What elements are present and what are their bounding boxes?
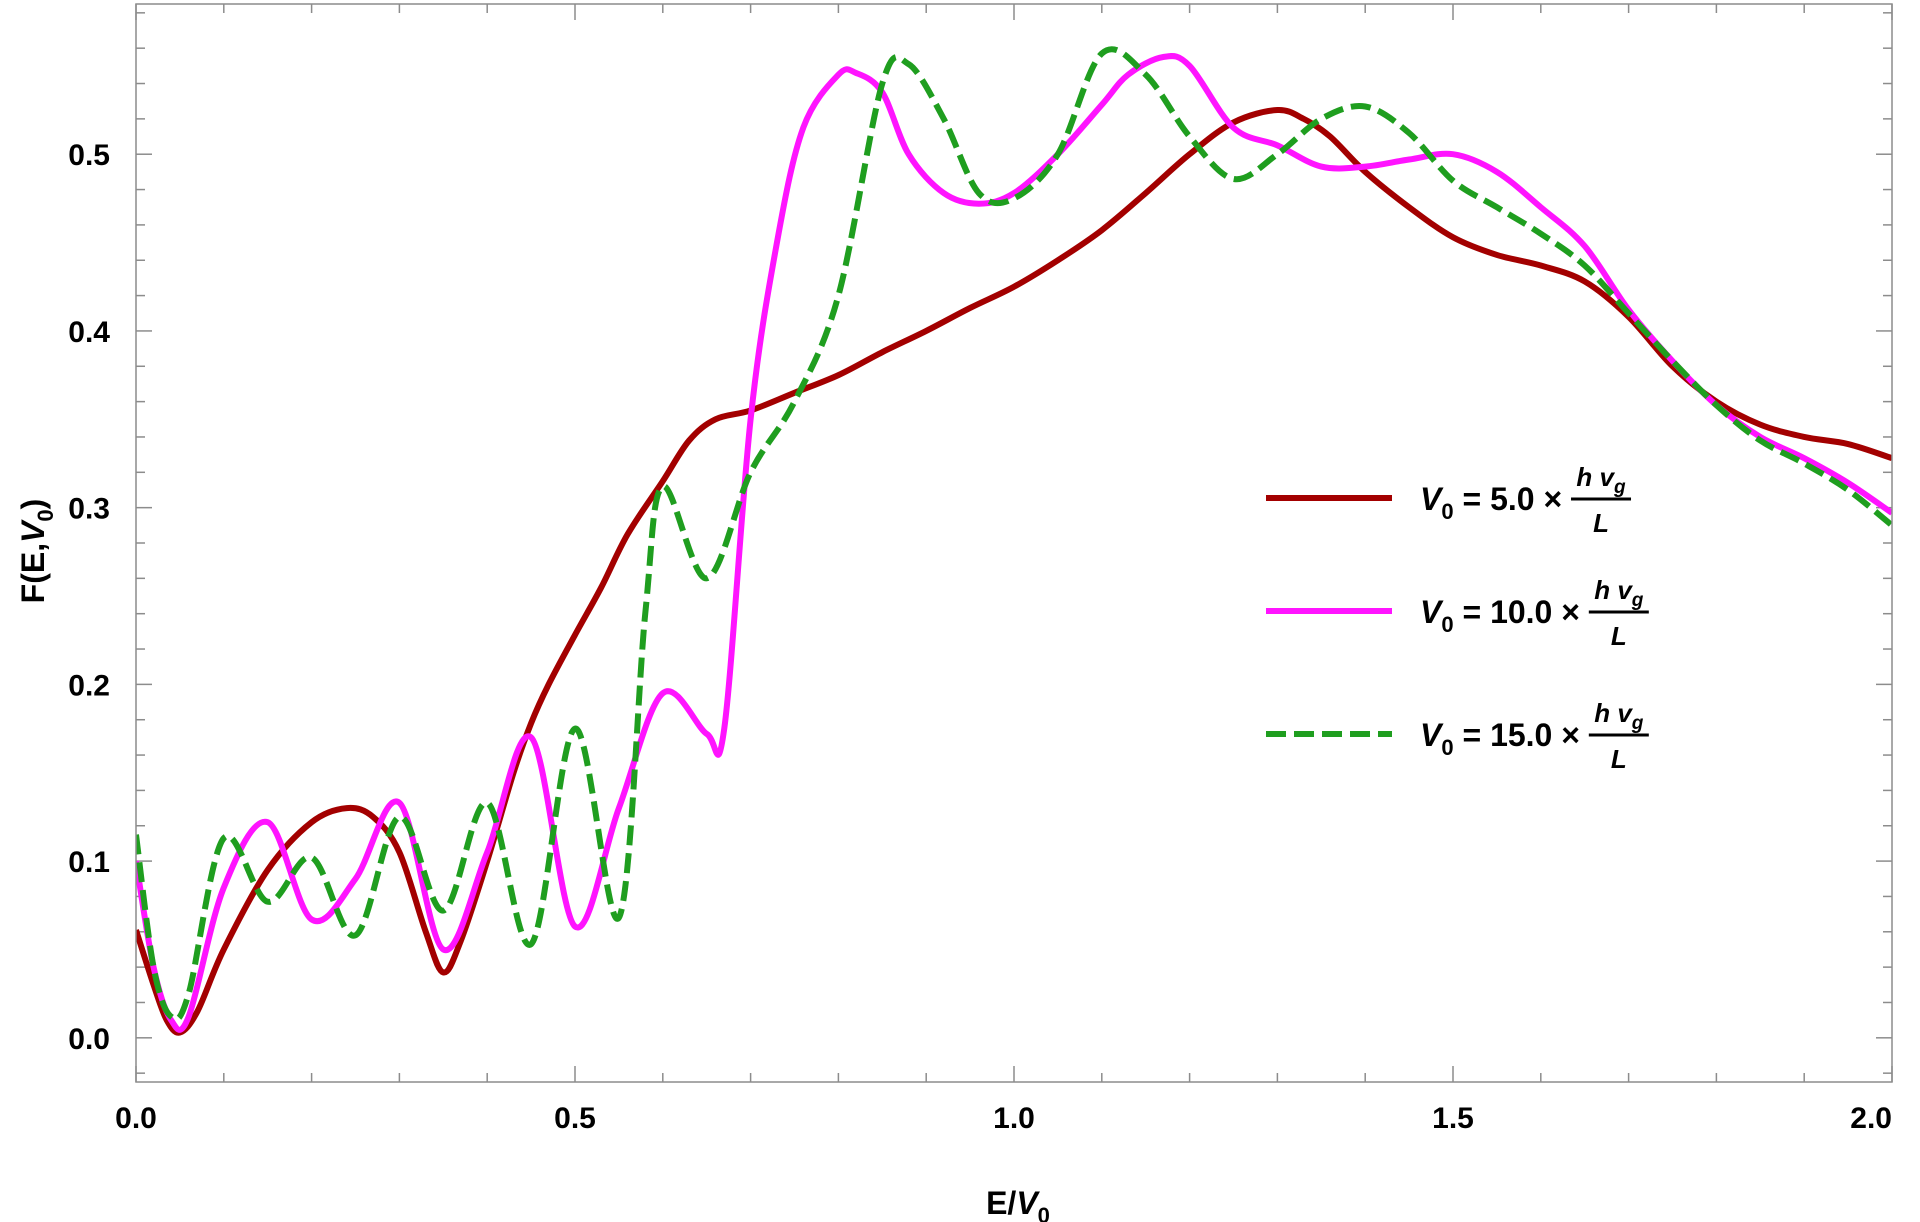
y-axis-label-pre: F(E, bbox=[15, 543, 51, 603]
legend-var: V bbox=[1420, 717, 1444, 753]
legend-text: = 15.0 × bbox=[1454, 717, 1589, 753]
legend-sub: 0 bbox=[1441, 735, 1453, 760]
legend-label: V0 = 15.0 × bbox=[1420, 717, 1589, 760]
y-tick-labels: 0.0 0.1 0.2 0.3 0.4 0.5 bbox=[68, 139, 110, 1056]
legend-frac-numerator: h vg bbox=[1594, 698, 1644, 734]
y-axis-label-var: V bbox=[15, 519, 51, 543]
series-line-v0-5 bbox=[136, 107, 1892, 1036]
y-tick-label: 0.3 bbox=[68, 493, 110, 526]
legend-var: V bbox=[1420, 481, 1444, 517]
y-tick-label: 0.5 bbox=[68, 139, 110, 172]
series-layer bbox=[136, 46, 1892, 1036]
x-tick-labels: 0.0 0.5 1.0 1.5 2.0 bbox=[115, 1102, 1892, 1135]
legend: V0 = 5.0 × h vg L V0 = 10.0 × h vg L V0 … bbox=[1266, 462, 1649, 774]
legend-frac-num: h v bbox=[1594, 698, 1633, 728]
x-axis-label-sub: 0 bbox=[1038, 1203, 1050, 1222]
x-tick-label: 0.0 bbox=[115, 1102, 157, 1135]
x-axis-label-main: E/ bbox=[986, 1185, 1016, 1221]
legend-label: V0 = 10.0 × bbox=[1420, 594, 1589, 637]
y-tick-label: 0.0 bbox=[68, 1023, 110, 1056]
series-line-v0-10 bbox=[136, 53, 1892, 1033]
legend-text: = 5.0 × bbox=[1454, 481, 1571, 517]
legend-frac-numerator: h vg bbox=[1576, 462, 1626, 498]
legend-var: V bbox=[1420, 594, 1444, 630]
x-tick-label: 0.5 bbox=[554, 1102, 596, 1135]
legend-entry-v0-5: V0 = 5.0 × h vg L bbox=[1266, 462, 1632, 538]
y-axis-label: F(E,V0) bbox=[15, 499, 58, 604]
legend-entry-v0-15: V0 = 15.0 × h vg L bbox=[1266, 698, 1649, 774]
x-tick-label: 2.0 bbox=[1850, 1102, 1892, 1135]
plot-frame bbox=[135, 3, 1893, 1083]
legend-frac-num-sub: g bbox=[1631, 590, 1644, 611]
legend-sub: 0 bbox=[1441, 499, 1453, 524]
y-tick-label: 0.4 bbox=[68, 316, 110, 349]
legend-sub: 0 bbox=[1441, 612, 1453, 637]
legend-frac-num: h v bbox=[1576, 462, 1615, 492]
x-tick-label: 1.5 bbox=[1432, 1102, 1474, 1135]
legend-frac-denominator: L bbox=[1611, 621, 1627, 651]
legend-frac-num-sub: g bbox=[1631, 713, 1644, 734]
y-tick-label: 0.2 bbox=[68, 669, 110, 702]
legend-text: = 10.0 × bbox=[1454, 594, 1589, 630]
y-axis-label-post: ) bbox=[15, 499, 51, 510]
legend-frac-num-sub: g bbox=[1613, 477, 1626, 498]
y-axis-label-sub: 0 bbox=[33, 509, 58, 521]
x-axis-label-var: V bbox=[1016, 1185, 1040, 1221]
x-tick-label: 1.0 bbox=[993, 1102, 1035, 1135]
x-axis-label: E/V0 bbox=[986, 1185, 1050, 1222]
legend-frac-denominator: L bbox=[1593, 508, 1609, 538]
y-tick-label: 0.1 bbox=[68, 846, 110, 879]
legend-frac-denominator: L bbox=[1611, 744, 1627, 774]
legend-frac-numerator: h vg bbox=[1594, 575, 1644, 611]
series-line-v0-15 bbox=[136, 46, 1892, 1023]
legend-entry-v0-10: V0 = 10.0 × h vg L bbox=[1266, 575, 1649, 651]
legend-label: V0 = 5.0 × bbox=[1420, 481, 1571, 524]
axis-ticks bbox=[135, 4, 1893, 1082]
legend-frac-num: h v bbox=[1594, 575, 1633, 605]
